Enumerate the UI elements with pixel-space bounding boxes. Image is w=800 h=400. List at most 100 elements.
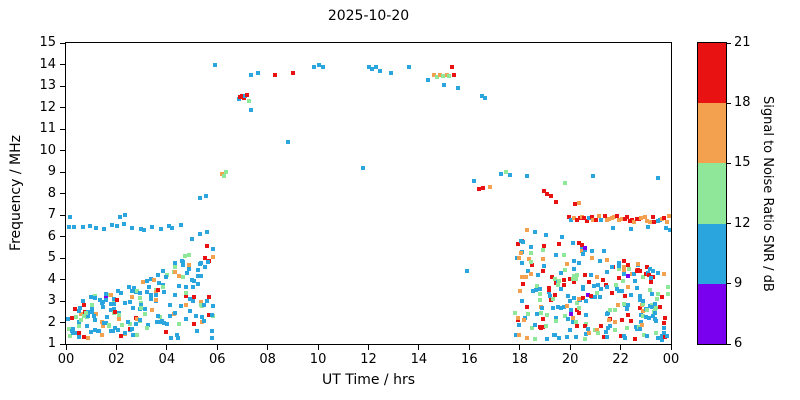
data-point [529,262,534,267]
data-point [597,258,602,263]
data-point [90,306,95,311]
data-point [574,320,579,325]
data-point [110,222,115,227]
y-tick-label: 10 [39,142,56,158]
data-point [589,272,594,277]
data-point [205,244,210,249]
data-point [525,174,530,179]
data-point [190,285,195,290]
data-point [138,306,143,311]
data-point [90,302,95,307]
data-point [541,189,546,194]
data-point [102,227,107,232]
data-point [617,263,622,268]
data-point [517,288,522,293]
data-point [290,71,295,76]
data-point [553,281,558,286]
y-axis-tick [60,322,65,323]
data-point [556,278,561,283]
data-point [111,296,116,301]
data-point [77,335,82,340]
data-point [599,286,604,291]
data-point [607,317,612,322]
data-point [249,107,254,112]
data-point [190,236,195,241]
data-point [607,324,612,329]
chart-title: 2025-10-20 [327,8,410,24]
data-point [224,170,229,174]
data-point [658,305,663,310]
data-point [608,308,613,313]
x-tick-label: 22 [612,352,629,367]
data-point [644,307,649,312]
data-point [514,255,519,260]
data-point [138,300,143,305]
x-tick-label: 12 [360,352,377,367]
data-point [583,337,588,342]
data-point [659,333,664,338]
data-point [104,298,109,303]
y-axis-tick [60,193,65,194]
data-point [632,278,637,283]
data-point [656,176,661,181]
data-point [101,304,106,309]
data-point [549,193,554,198]
data-point [590,215,595,220]
data-point [538,292,543,297]
data-point [80,299,85,304]
data-point [634,216,639,221]
data-point [650,214,655,219]
data-point [317,62,322,67]
data-point [622,259,627,263]
data-point [138,227,143,232]
data-point [532,322,537,327]
data-point [601,334,606,339]
data-point [255,71,260,76]
data-point [194,313,199,318]
data-point [203,193,208,198]
data-point [537,325,542,330]
data-point [558,287,563,292]
data-point [568,327,573,332]
data-point [571,259,576,263]
data-point [620,289,624,294]
data-point [616,261,621,266]
data-point [561,253,566,258]
data-point [609,264,614,269]
data-point [522,318,527,323]
data-point [137,318,142,323]
data-point [147,284,152,289]
data-point [564,261,569,266]
y-tick-label: 11 [39,121,56,136]
data-point [150,308,155,313]
data-point [464,268,469,273]
data-point [562,283,567,287]
data-point [447,74,452,79]
data-point [580,251,585,256]
data-point [156,273,161,278]
data-point [529,251,534,256]
data-point [576,201,581,206]
data-point [207,295,212,300]
y-axis-tick [60,107,65,108]
data-point [625,215,629,220]
data-point [556,282,561,287]
data-point [127,327,132,332]
data-point [593,217,598,222]
data-point [565,335,570,340]
colorbar-tick [727,102,731,104]
data-point [180,274,185,279]
data-point [546,287,551,292]
data-point [616,289,621,294]
data-point [642,215,647,220]
data-point [662,330,667,335]
data-point [131,305,136,310]
data-point [130,225,135,230]
data-point [199,314,204,319]
data-point [528,244,533,249]
data-point [583,272,588,277]
y-tick-label: 1 [47,336,56,351]
data-point [78,311,83,316]
data-point [625,274,630,279]
data-point [528,272,533,277]
